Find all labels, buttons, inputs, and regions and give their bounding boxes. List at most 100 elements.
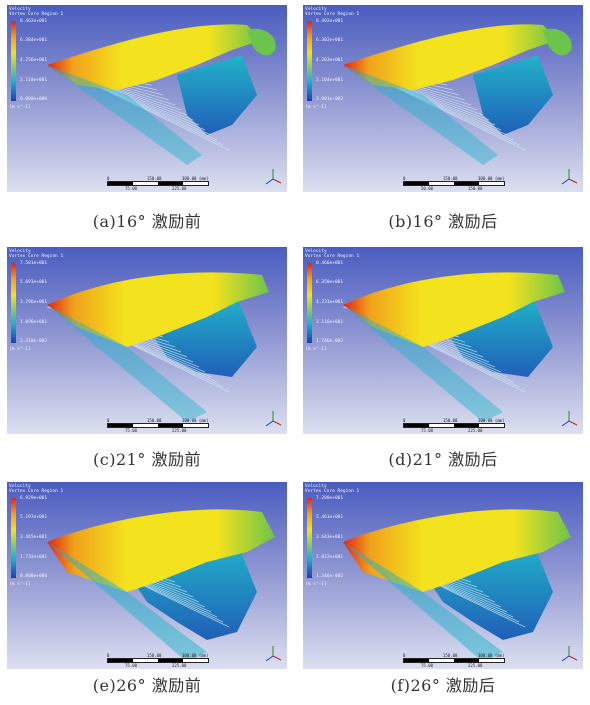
colorbar-tick-label: 2.118e+001 (20, 78, 47, 83)
scale-label: 225.00 (172, 663, 186, 668)
scale-label: 300.00 (mm) (182, 176, 209, 181)
legend: Velocity Vortex Core Region 1 (305, 484, 359, 494)
scale-label: 75.00 (125, 428, 137, 433)
cfd-panel: Velocity Vortex Core Region 1 7.288e+001 5.… (303, 482, 583, 669)
colorbar (11, 21, 16, 101)
colorbar-tick-label: 0.000e+000 (20, 574, 47, 579)
scale-label: 150.00 (443, 176, 457, 181)
colorbar-tick-label: 0.000e+000 (20, 97, 47, 102)
scale-label: 225.00 (172, 186, 186, 191)
colorbar-tick-label: 1.346e-002 (316, 574, 343, 579)
colorbar-tick-label: 2.104e+001 (316, 78, 343, 83)
panel-caption: (a)16° 激励前 (7, 208, 287, 232)
colorbar-tick-label: 4.231e+001 (316, 300, 343, 305)
scale-label: 150.00 (147, 653, 161, 658)
unit-label: [m s^-1] (305, 582, 327, 587)
colorbar (307, 21, 312, 101)
cfd-panel: Velocity Vortex Core Region 1 8.466e+001 6.… (303, 247, 583, 434)
colorbar (11, 263, 16, 343)
colorbar-tick-label: 3.901e-002 (316, 97, 343, 102)
scale-label: 0 (403, 176, 405, 181)
scale-label: 0 (107, 418, 109, 423)
colorbar-tick-label: 6.350e+001 (316, 280, 343, 285)
scale-label: 150.00 (468, 186, 482, 191)
colorbar-tick-label: 1.732e+001 (20, 555, 47, 560)
legend: Velocity Vortex Core Region 1 (9, 249, 63, 259)
scale-label: 0 (107, 653, 109, 658)
axis-triad-icon (559, 409, 579, 429)
scale-bar (107, 423, 209, 428)
panel-caption: (f)26° 激励后 (303, 672, 583, 696)
colorbar-tick-label: 8.462e+001 (20, 19, 47, 24)
colorbar-tick-label: 4.256e+001 (20, 58, 47, 63)
colorbar-tick-label: 5.461e+001 (316, 515, 343, 520)
colorbar-tick-label: 8.466e+001 (316, 261, 343, 266)
scale-bar (403, 181, 505, 186)
unit-label: [m s^-1] (9, 347, 31, 352)
colorbar (307, 263, 312, 343)
cfd-panel: Velocity Vortex Core Region 1 7.581e+001 5.… (7, 247, 287, 434)
colorbar-tick-label: 1.896e+001 (20, 320, 47, 325)
scale-label: 300.00 (mm) (478, 418, 505, 423)
legend: Velocity Vortex Core Region 1 (305, 249, 359, 259)
scale-label: 300.00 (mm) (478, 653, 505, 658)
scale-label: 300.00 (mm) (478, 176, 505, 181)
panel-caption: (b)16° 激励后 (303, 208, 583, 232)
scale-label: 75.00 (125, 186, 137, 191)
scale-label: 0 (403, 418, 405, 423)
legend-subtitle: Vortex Core Region 1 (9, 489, 63, 494)
legend-subtitle: Vortex Core Region 1 (9, 12, 63, 17)
colorbar (11, 498, 16, 578)
colorbar-tick-label: 3.643e+001 (316, 535, 343, 540)
unit-label: [m s^-1] (9, 582, 31, 587)
scale-label: 225.00 (468, 428, 482, 433)
scale-label: 75.00 (421, 663, 433, 668)
legend: Velocity Vortex Core Region 1 (9, 7, 63, 17)
cfd-panel: Velocity Vortex Core Region 1 8.402e+001 6.… (303, 5, 583, 192)
colorbar-tick-label: 7.288e+001 (316, 496, 343, 501)
legend: Velocity Vortex Core Region 1 (305, 7, 359, 17)
scale-label: 225.00 (172, 428, 186, 433)
colorbar-tick-label: 2.116e+001 (316, 320, 343, 325)
scale-label: 300.00 (mm) (182, 418, 209, 423)
scale-bar (403, 423, 505, 428)
cfd-panel: Velocity Vortex Core Region 1 6.929e+001 5.… (7, 482, 287, 669)
panel-caption: (c)21° 激励前 (7, 446, 287, 470)
colorbar-tick-label: 3.465e+001 (20, 535, 47, 540)
colorbar-tick-label: 2.318e-002 (20, 339, 47, 344)
colorbar-tick-label: 1.822e+001 (316, 555, 343, 560)
axis-triad-icon (559, 644, 579, 664)
scale-label: 0 (107, 176, 109, 181)
legend: Velocity Vortex Core Region 1 (9, 484, 63, 494)
unit-label: [m s^-1] (305, 347, 327, 352)
unit-label: [m s^-1] (9, 105, 31, 110)
scale-label: 150.00 (147, 418, 161, 423)
colorbar-tick-label: 7.581e+001 (20, 261, 47, 266)
colorbar-tick-label: 6.302e+001 (316, 38, 343, 43)
scale-bar (107, 181, 209, 186)
colorbar-tick-label: 6.384e+001 (20, 38, 47, 43)
scale-label: 150.00 (443, 418, 457, 423)
colorbar-tick-label: 5.691e+001 (20, 280, 47, 285)
legend-subtitle: Vortex Core Region 1 (305, 489, 359, 494)
cfd-panel: Velocity Vortex Core Region 1 8.462e+001 6.… (7, 5, 287, 192)
axis-triad-icon (559, 167, 579, 187)
colorbar-tick-label: 8.402e+001 (316, 19, 343, 24)
panel-caption: (d)21° 激励后 (303, 446, 583, 470)
colorbar (307, 498, 312, 578)
unit-label: [m s^-1] (305, 105, 327, 110)
scale-label: 150.00 (147, 176, 161, 181)
scale-label: 0 (403, 653, 405, 658)
axis-triad-icon (263, 167, 283, 187)
scale-label: 75.00 (421, 428, 433, 433)
scale-bar (107, 658, 209, 663)
axis-triad-icon (263, 644, 283, 664)
scale-label: 300.00 (mm) (182, 653, 209, 658)
scale-label: 225.00 (468, 663, 482, 668)
scale-label: 150.00 (443, 653, 457, 658)
colorbar-tick-label: 5.197e+001 (20, 515, 47, 520)
colorbar-tick-label: 6.929e+001 (20, 496, 47, 501)
scale-label: 75.00 (125, 663, 137, 668)
colorbar-tick-label: 1.746e-002 (316, 339, 343, 344)
panel-caption: (e)26° 激励前 (7, 672, 287, 696)
